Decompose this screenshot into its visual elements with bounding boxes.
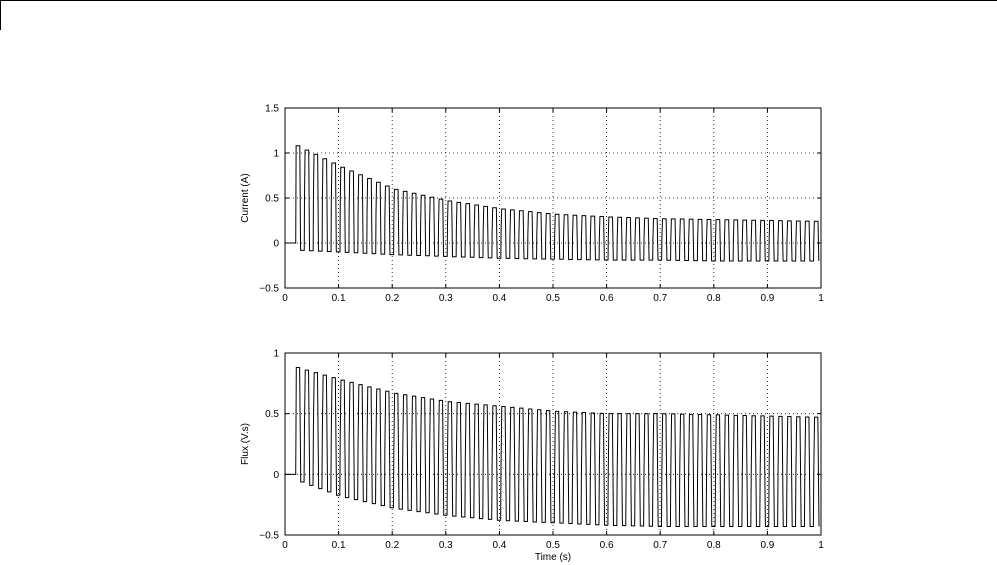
y-tick-label: −0.5 (259, 284, 279, 295)
x-tick-label: 0.4 (492, 540, 506, 551)
y-axis-label-flux: Flux (V.s) (240, 423, 251, 465)
x-tick-label: 0.1 (332, 540, 346, 551)
x-tick-label: 0.2 (385, 293, 399, 304)
x-tick-label: 0.7 (653, 293, 667, 304)
current-series-line (285, 145, 820, 262)
grid-current (285, 108, 821, 288)
y-tick-label: −0.5 (259, 531, 279, 542)
ytick-labels-current: −0.5 0 0.5 1 1.5 (259, 104, 279, 295)
x-tick-label: 0.1 (332, 293, 346, 304)
xtick-labels-flux: 0 0.1 0.2 0.3 0.4 0.5 0.6 0.7 0.8 0.9 1 (282, 540, 824, 551)
y-axis-label-current: Current (A) (240, 173, 251, 222)
x-tick-label: 0.3 (439, 540, 453, 551)
x-tick-label: 0.9 (760, 540, 774, 551)
ticks-flux (284, 352, 822, 536)
grid-flux (285, 353, 821, 535)
axes-box-flux (284, 352, 822, 536)
x-tick-label: 0.9 (760, 293, 774, 304)
x-tick-label: 0.6 (600, 540, 614, 551)
x-axis-label: Time (s) (535, 552, 571, 563)
subplot-current: 0 0.1 0.2 0.3 0.4 0.5 0.6 0.7 0.8 0.9 1 −0.500.511… (240, 104, 824, 305)
y-tick-label: 0 (273, 239, 279, 250)
y-tick-label: 1.5 (265, 104, 279, 115)
x-tick-label: 1 (818, 293, 824, 304)
x-tick-label: 0.5 (546, 293, 560, 304)
y-tick-label: 0 (273, 470, 279, 481)
x-tick-label: 0.7 (653, 540, 667, 551)
x-tick-label: 0 (282, 293, 288, 304)
x-tick-label: 0.8 (707, 293, 721, 304)
x-tick-label: 0.2 (385, 540, 399, 551)
x-tick-label: 0.4 (492, 293, 506, 304)
ticks-current (284, 107, 822, 289)
y-tick-label: 0.5 (265, 194, 279, 205)
x-tick-label: 1 (818, 540, 824, 551)
x-tick-label: 0.8 (707, 540, 721, 551)
y-tick-label: 0.5 (265, 409, 279, 420)
ytick-labels-flux: −0.5 0 0.5 1 (259, 349, 279, 542)
flux-series-line (285, 367, 820, 528)
y-tick-label: 1 (273, 349, 279, 360)
x-tick-label: 0.5 (546, 540, 560, 551)
x-tick-label: 0 (282, 540, 288, 551)
xtick-labels-current: 0 0.1 0.2 0.3 0.4 0.5 0.6 0.7 0.8 0.9 1 (282, 293, 824, 304)
x-tick-label: 0.3 (439, 293, 453, 304)
y-tick-label: 1 (273, 149, 279, 160)
x-tick-label: 0.6 (600, 293, 614, 304)
subplot-flux: 0 0.1 0.2 0.3 0.4 0.5 0.6 0.7 0.8 0.9 1 −0.500.51 … (240, 349, 824, 564)
